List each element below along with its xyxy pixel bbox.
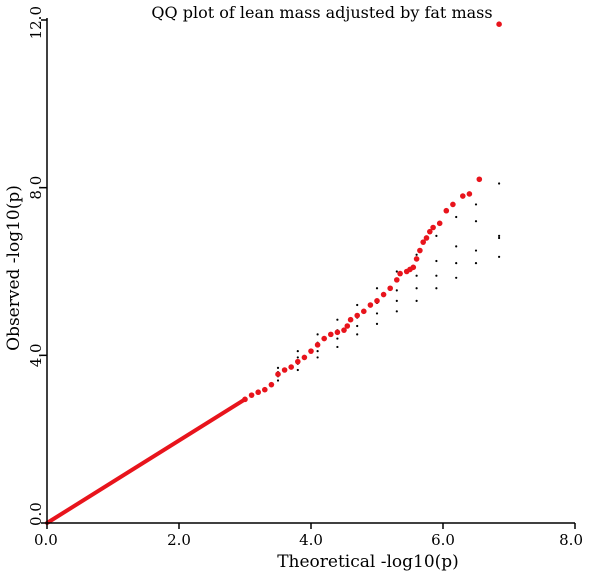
observed-point: [430, 224, 436, 231]
observed-point: [295, 358, 301, 365]
expected-point: [336, 345, 339, 349]
observed-point: [248, 392, 255, 398]
x-tick-label: 8.0: [559, 531, 583, 549]
expected-point: [375, 322, 379, 325]
expected-point: [395, 270, 398, 273]
observed-point: [255, 389, 261, 396]
expected-point: [474, 262, 478, 265]
observed-point: [443, 207, 450, 214]
expected-point: [435, 234, 438, 237]
expected-point: [455, 245, 458, 248]
expected-point: [356, 333, 359, 336]
observed-point: [476, 176, 483, 183]
expected-point: [455, 215, 458, 219]
observed-point: [423, 235, 430, 241]
observed-point: [344, 323, 351, 329]
expected-point: [435, 259, 438, 263]
expected-point: [455, 262, 458, 265]
observed-point: [314, 342, 321, 348]
expected-point: [395, 299, 398, 302]
chart-title: QQ plot of lean mass adjusted by fat mas…: [151, 3, 492, 22]
observed-point: [268, 381, 275, 388]
expected-point: [455, 276, 458, 279]
expected-point: [375, 312, 379, 315]
expected-point: [356, 324, 359, 328]
expected-point: [395, 310, 398, 313]
observed-point: [361, 308, 367, 315]
expected-point: [435, 287, 438, 290]
y-tick-label: 12.0: [27, 6, 45, 39]
plot-marks: [45, 21, 502, 525]
expected-point: [474, 203, 478, 206]
observed-point: [380, 291, 387, 298]
x-tick-label: 4.0: [299, 531, 323, 549]
x-tick-label: 6.0: [431, 531, 455, 549]
x-tick-label: 2.0: [167, 531, 191, 549]
observed-point: [420, 239, 427, 245]
expected-point: [435, 274, 438, 277]
observed-point: [460, 193, 466, 199]
expected-point: [498, 234, 501, 237]
expected-point: [415, 253, 418, 256]
expected-point: [356, 303, 359, 307]
expected-point: [336, 318, 339, 321]
observed-point: [281, 367, 288, 373]
y-axis-ticks: 0.0 4.0 8.0 12.0: [27, 6, 47, 526]
expected-point: [498, 236, 501, 240]
observed-point: [301, 354, 308, 361]
observed-point: [410, 264, 417, 271]
observed-point: [308, 348, 314, 354]
observed-point: [466, 191, 473, 197]
expected-point: [415, 274, 418, 277]
observed-point: [367, 302, 374, 308]
y-tick-label: 0.0: [27, 502, 45, 526]
expected-point: [276, 366, 280, 370]
observed-point: [354, 312, 361, 319]
observed-point: [450, 201, 456, 208]
observed-point: [262, 386, 268, 393]
observed-point: [397, 270, 403, 277]
expected-point: [474, 249, 478, 252]
observed-point: [374, 298, 380, 304]
expected-point: [415, 299, 418, 302]
expected-point: [498, 255, 501, 258]
expected-point: [375, 287, 379, 290]
x-axis-title: Theoretical -log10(p): [277, 552, 459, 572]
observed-point: [334, 329, 341, 336]
expected-point: [415, 287, 418, 290]
y-tick-label: 4.0: [27, 343, 45, 367]
expected-point: [296, 350, 299, 353]
expected-point: [474, 220, 478, 223]
observed-point: [496, 21, 502, 27]
observed-point: [394, 277, 400, 283]
observed-point: [413, 256, 420, 262]
observed-point: [347, 316, 354, 323]
y-tick-label: 8.0: [27, 176, 45, 200]
expected-point: [498, 182, 501, 185]
expected-point: [296, 368, 299, 372]
expected-point: [316, 356, 319, 359]
observed-point: [321, 335, 328, 342]
observed-bulk-band: [45, 397, 247, 525]
x-tick-label: 0.0: [34, 531, 58, 549]
observed-point: [427, 228, 433, 235]
x-axis-ticks: 0.0 2.0 4.0 6.0 8.0: [34, 523, 583, 549]
observed-point: [387, 285, 394, 292]
y-axis-title: Observed -log10(p): [4, 185, 24, 351]
observed-point: [288, 364, 295, 370]
expected-point: [316, 350, 319, 353]
observed-point: [242, 396, 248, 403]
expected-point: [276, 379, 280, 382]
expected-point: [336, 337, 339, 340]
expected-point: [316, 333, 319, 336]
observed-point: [328, 331, 334, 338]
observed-point: [275, 371, 281, 377]
expected-point: [395, 289, 398, 292]
observed-point: [436, 220, 443, 227]
observed-point: [417, 247, 423, 254]
observed-point: [341, 327, 347, 333]
expected-point: [296, 356, 299, 359]
